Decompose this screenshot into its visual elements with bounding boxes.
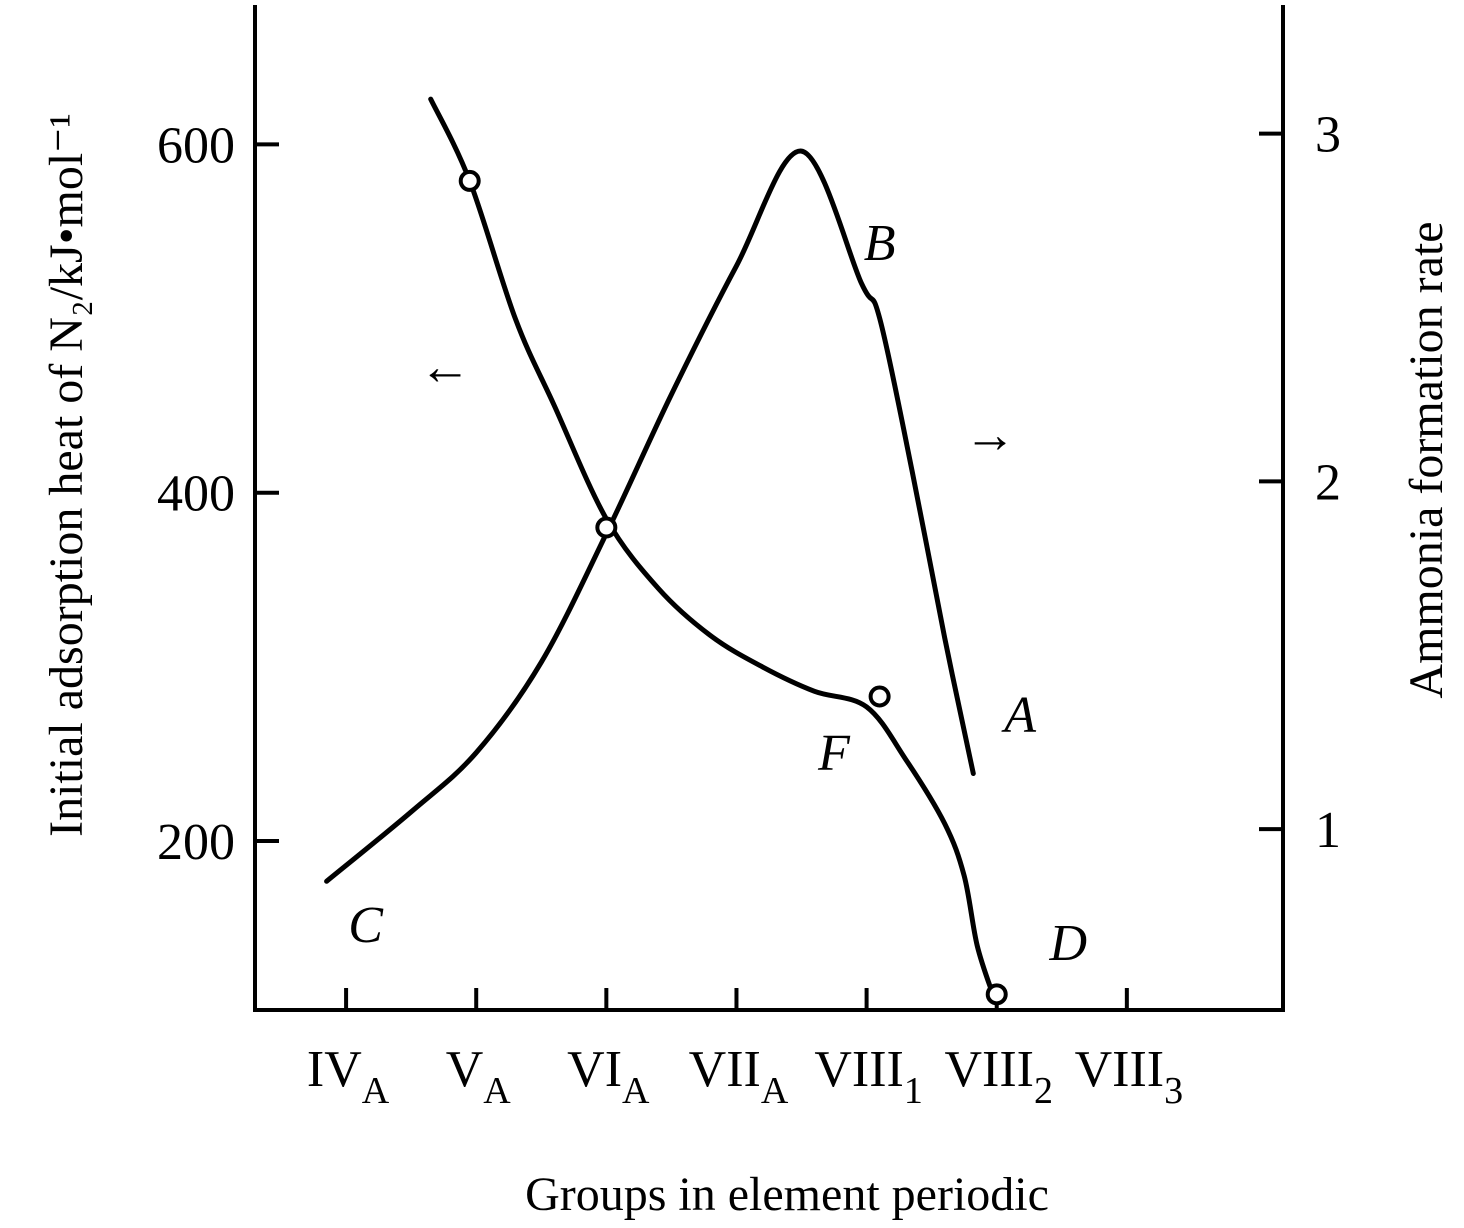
x-tick-label-sub: A — [622, 1070, 650, 1112]
x-tick-label-main: IV — [307, 1041, 362, 1098]
ammonia-rate-curve — [324, 148, 976, 884]
axis-ticks — [255, 131, 1283, 1010]
curve-label-b: B — [864, 215, 896, 272]
x-tick-label: VIII1 — [814, 1041, 923, 1112]
x-tick-label: VIIA — [689, 1041, 789, 1112]
left-y-tick-label: 400 — [157, 466, 235, 523]
left-y-tick-label: 600 — [157, 117, 235, 174]
x-tick-label: VIII2 — [944, 1041, 1053, 1112]
curve-label-d: D — [1049, 915, 1088, 972]
right-y-tick-label: 1 — [1315, 802, 1341, 859]
right-y-tick-label: 3 — [1315, 107, 1341, 164]
curve-label-a: A — [1001, 687, 1036, 744]
right-y-tick-label: 2 — [1315, 454, 1341, 511]
x-tick-label: IVA — [307, 1041, 390, 1112]
curve-label-f: F — [817, 725, 851, 782]
curve-label-c: C — [348, 897, 384, 954]
x-axis-title: Groups in element periodic — [525, 1168, 1049, 1221]
data-point-marker — [985, 983, 1008, 1006]
x-tick-label: VA — [446, 1041, 512, 1112]
left-y-tick-label: 200 — [157, 814, 235, 871]
right-arrow: → — [964, 407, 1016, 464]
x-tick-label-sub: 1 — [904, 1070, 923, 1112]
annotations: C B A F D ← → — [348, 215, 1087, 972]
x-tick-label-main: V — [446, 1041, 484, 1098]
x-tick-label-main: VIII — [944, 1041, 1034, 1098]
x-tick-label-main: VI — [567, 1041, 622, 1098]
x-tick-label: VIII3 — [1075, 1041, 1184, 1112]
x-tick-label-main: VIII — [1075, 1041, 1165, 1098]
left-arrow: ← — [419, 339, 471, 396]
data-point-marker — [458, 169, 481, 192]
x-tick-label-main: VIII — [814, 1041, 904, 1098]
x-tick-label-main: VII — [689, 1041, 761, 1098]
data-markers — [458, 169, 1008, 1006]
left-y-axis-title: Initial adsorption heat of N₂/kJ•mol⁻¹ — [40, 113, 93, 837]
adsorption-heat-curve — [428, 96, 996, 997]
data-point-marker — [868, 685, 891, 708]
data-point-marker — [595, 516, 618, 539]
x-tick-label-sub: 2 — [1034, 1070, 1053, 1112]
x-tick-label-sub: A — [761, 1070, 789, 1112]
x-tick-label-sub: 3 — [1164, 1070, 1183, 1112]
plot-frame — [253, 5, 1285, 1012]
curves — [324, 96, 996, 997]
x-tick-label-sub: A — [362, 1070, 390, 1112]
x-tick-label: VIA — [567, 1041, 650, 1112]
right-y-axis-title: Ammonia formation rate — [1400, 221, 1453, 698]
x-tick-label-sub: A — [483, 1070, 511, 1112]
